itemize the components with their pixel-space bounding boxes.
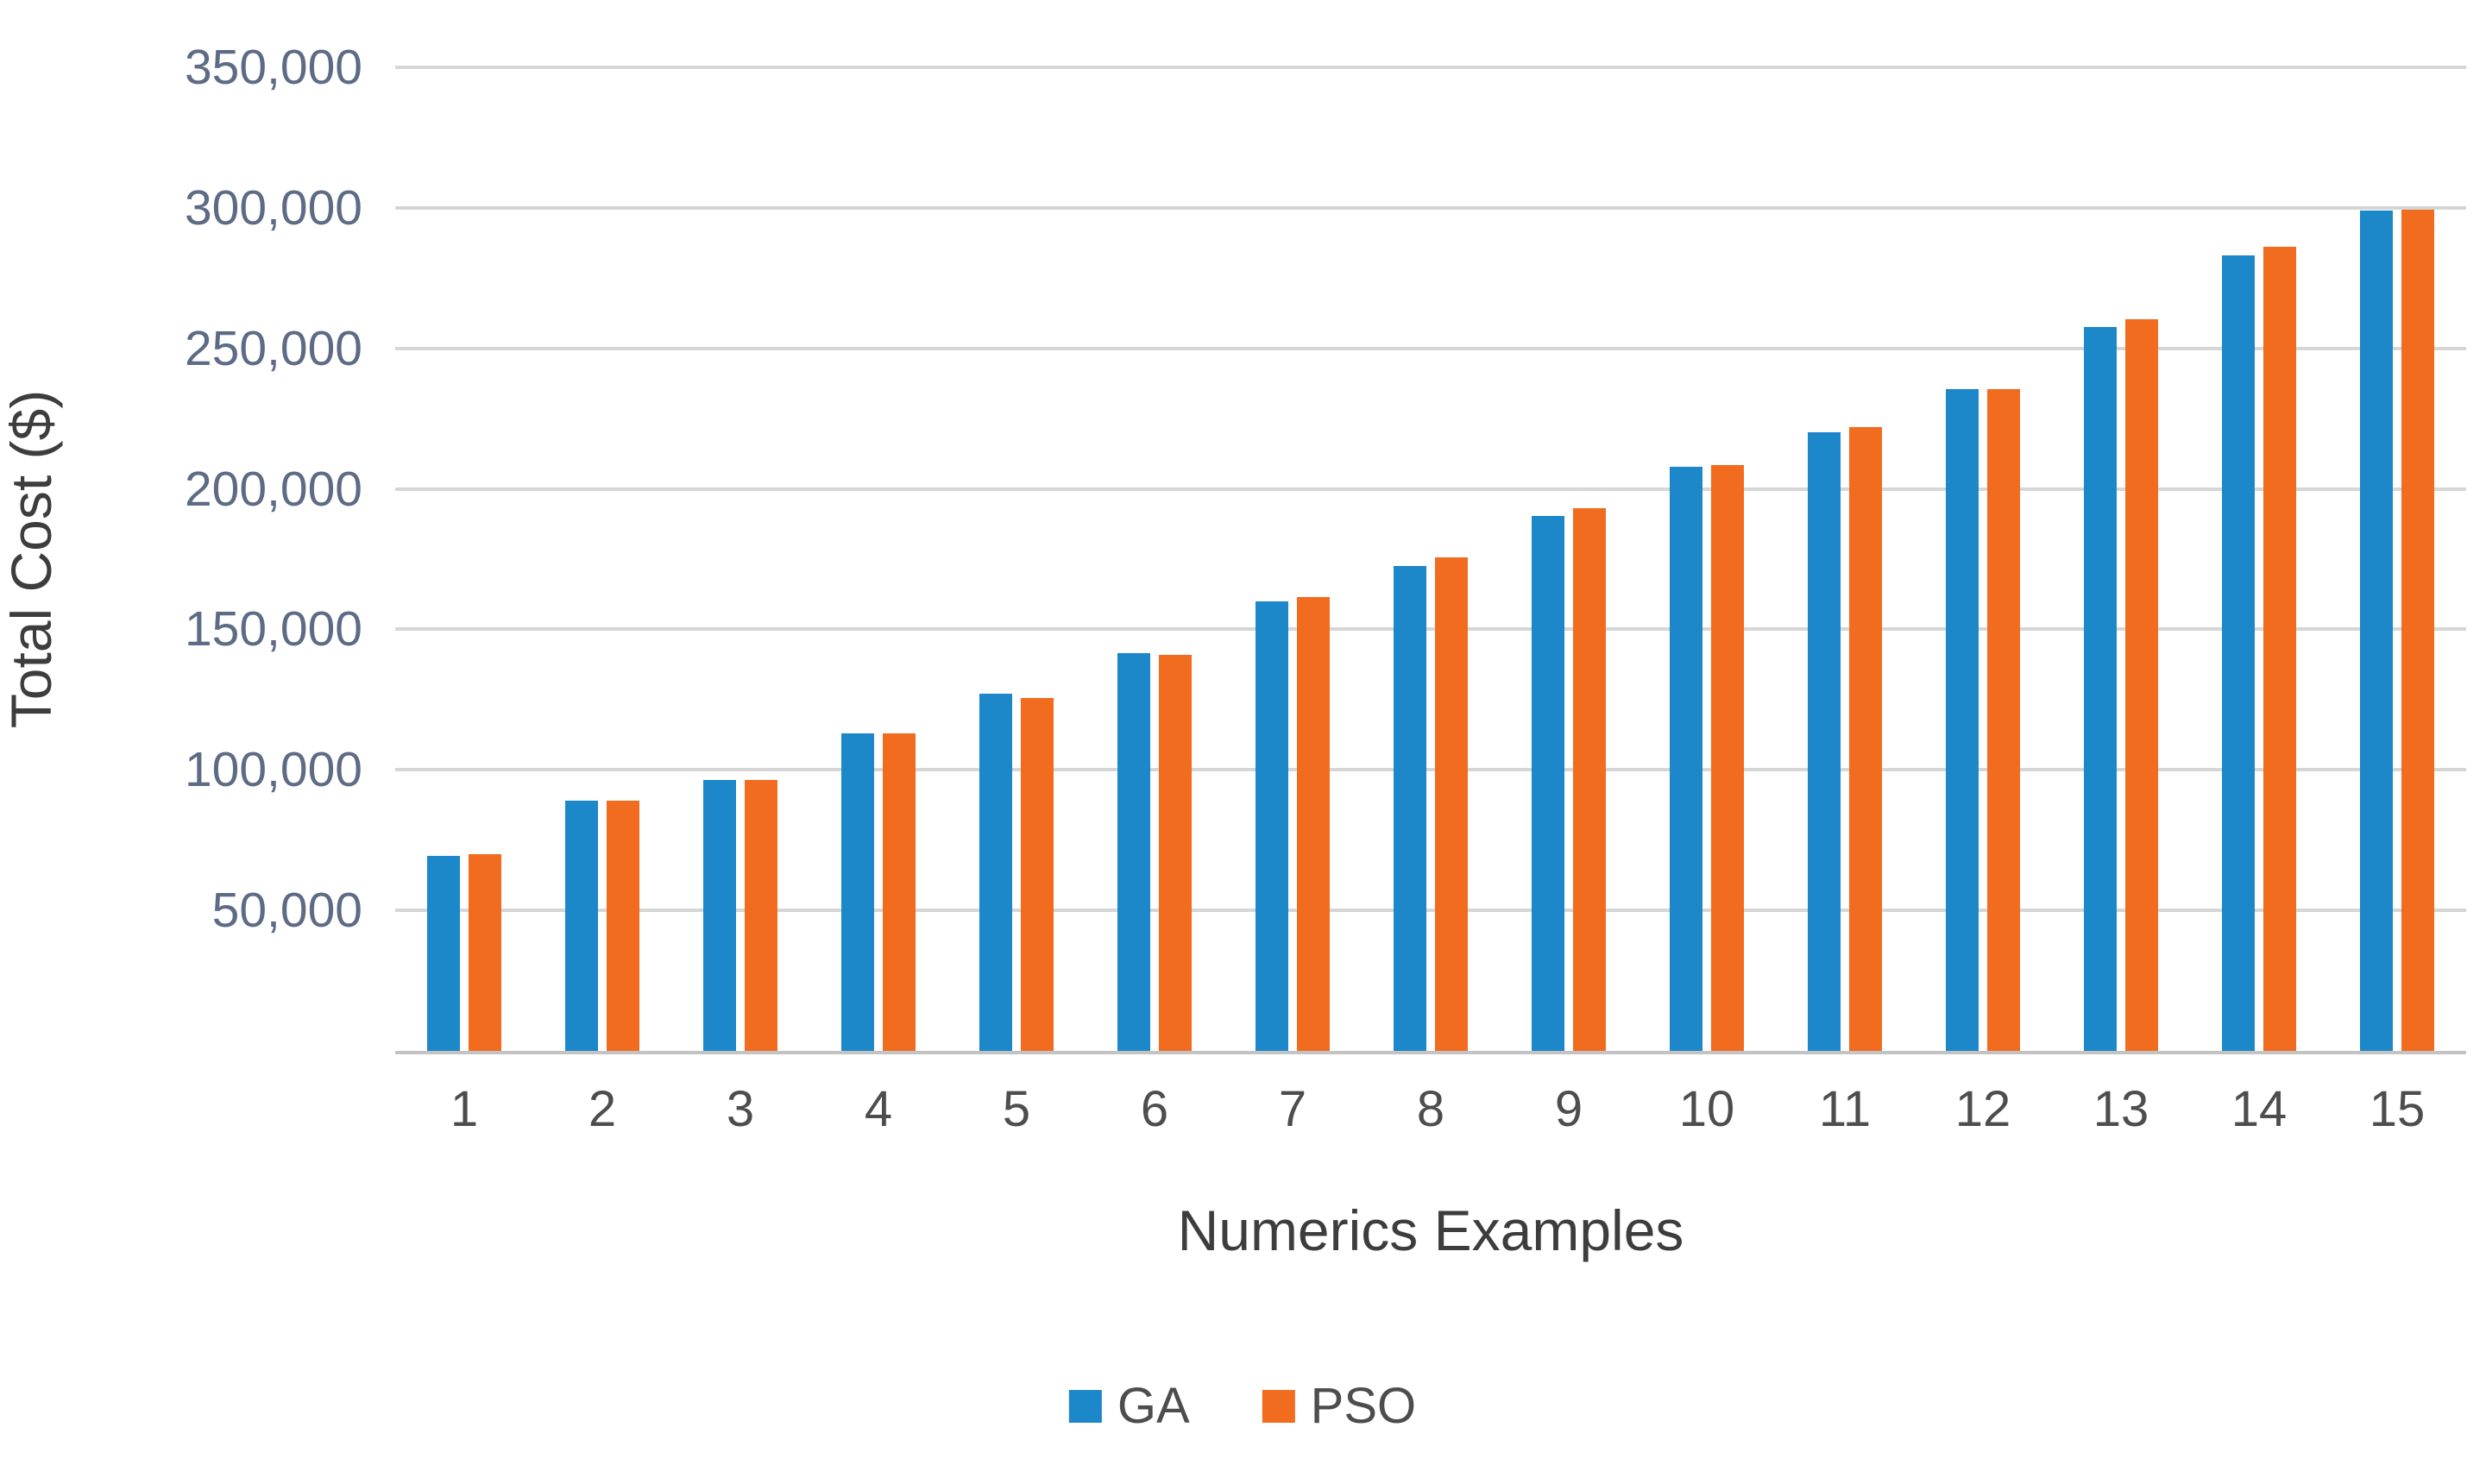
bar-pso-12 [1987,388,2020,1051]
legend-item-ga: GA [1068,1377,1190,1435]
bar-ga-6 [1117,653,1150,1051]
bar-ga-8 [1394,566,1426,1051]
bar-ga-1 [427,855,460,1051]
bar-pso-9 [1573,508,1606,1051]
bar-ga-3 [703,779,736,1051]
bar-ga-5 [979,694,1012,1051]
bar-pso-5 [1021,698,1054,1051]
x-tick-label-1: 1 [450,1081,479,1137]
y-tick-label-100000: 100,000 [184,742,362,798]
bar-pso-15 [2401,209,2434,1051]
legend-item-pso: PSO [1262,1377,1417,1435]
plot-area [395,66,2466,1054]
legend-label-ga: GA [1117,1378,1190,1434]
gridline-300000 [395,205,2466,210]
bar-ga-12 [1946,388,1979,1051]
bar-ga-2 [565,801,598,1051]
legend: GA PSO [1068,1377,1417,1435]
bar-group-4 [809,67,947,1051]
bar-pso-2 [607,801,639,1051]
y-tick-label-250000: 250,000 [184,320,362,376]
bar-ga-13 [2084,327,2117,1051]
legend-label-pso: PSO [1310,1378,1417,1434]
bar-ga-11 [1808,432,1841,1051]
legend-swatch-pso [1262,1389,1295,1423]
bar-pso-8 [1435,557,1468,1051]
y-tick-label-350000: 350,000 [184,40,362,95]
legend-swatch-ga [1068,1389,1102,1423]
x-tick-label-14: 14 [2231,1081,2288,1137]
bar-pso-6 [1159,654,1192,1051]
y-tick-label-300000: 300,000 [184,179,362,236]
x-tick-label-11: 11 [1818,1081,1872,1137]
bar-pso-11 [1849,426,1882,1051]
bar-group-5 [947,67,1086,1051]
x-tick-label-6: 6 [1140,1081,1169,1137]
x-tick-label-13: 13 [2093,1081,2149,1137]
y-axis-title: Total Cost ($) [0,389,63,729]
gridline-150000 [395,627,2466,632]
x-tick-label-8: 8 [1416,1081,1445,1137]
x-tick-label-15: 15 [2369,1081,2426,1137]
x-axis-tick-labels: 1 2 3 4 5 6 7 8 9 10 11 12 13 14 15 [395,1080,2466,1138]
bar-group-6 [1086,67,1224,1051]
bar-group-15 [2328,67,2466,1051]
bar-group-11 [1776,67,1914,1051]
bar-groups [395,67,2466,1051]
bar-pso-14 [2263,247,2296,1051]
gridline-250000 [395,346,2466,350]
x-tick-label-4: 4 [864,1081,893,1137]
bar-group-7 [1224,67,1362,1051]
bar-ga-7 [1256,601,1288,1051]
bar-group-2 [533,67,671,1051]
gridline-350000 [395,66,2466,69]
bar-group-1 [395,67,533,1051]
bar-ga-4 [841,733,874,1051]
bar-ga-15 [2360,211,2393,1051]
bar-ga-9 [1532,515,1564,1051]
bar-ga-14 [2222,255,2255,1051]
bar-group-8 [1362,67,1500,1051]
bar-group-3 [671,67,809,1051]
gridline-50000 [395,909,2466,913]
x-tick-label-7: 7 [1278,1081,1307,1137]
x-tick-label-3: 3 [726,1081,755,1137]
bar-group-14 [2190,67,2328,1051]
bar-ga-10 [1670,466,1702,1051]
x-tick-label-5: 5 [1002,1081,1031,1137]
y-tick-label-200000: 200,000 [184,461,362,517]
gridline-200000 [395,487,2466,491]
bar-pso-10 [1711,464,1744,1051]
x-axis-title: Numerics Examples [1177,1198,1684,1262]
bar-group-12 [1914,67,2052,1051]
bar-group-10 [1638,67,1776,1051]
x-tick-label-10: 10 [1678,1081,1735,1137]
x-tick-label-12: 12 [1954,1081,2011,1137]
bar-pso-7 [1297,596,1330,1051]
bar-group-13 [2052,67,2190,1051]
bar-pso-3 [745,779,777,1051]
bar-pso-1 [469,854,501,1051]
y-tick-label-150000: 150,000 [184,601,362,657]
bar-pso-13 [2125,318,2158,1051]
gridline-100000 [395,768,2466,772]
x-tick-label-9: 9 [1554,1081,1583,1137]
bar-pso-4 [883,733,916,1051]
bar-group-9 [1500,67,1638,1051]
y-tick-label-50000: 50,000 [211,883,362,939]
x-tick-label-2: 2 [588,1081,617,1137]
